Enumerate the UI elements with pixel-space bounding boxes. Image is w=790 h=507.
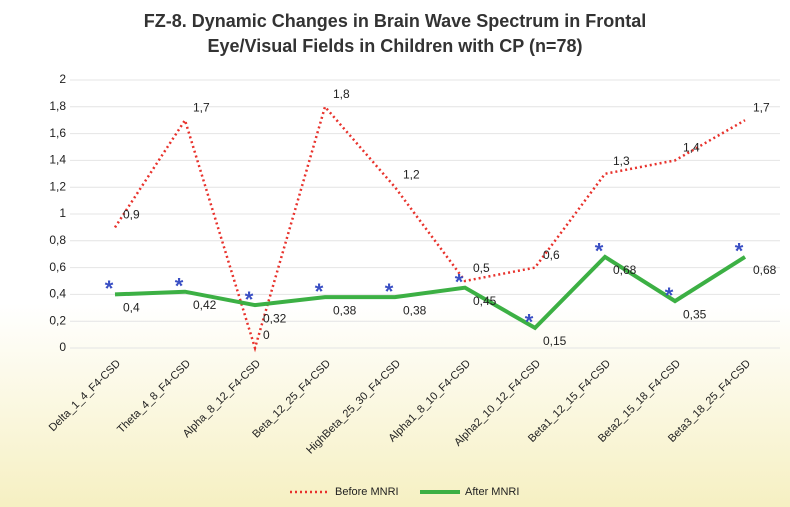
- point-marker: *: [735, 239, 744, 264]
- data-label: 0,4: [123, 301, 140, 315]
- point-marker: *: [665, 283, 674, 308]
- data-label: 0,38: [403, 303, 427, 317]
- point-marker: *: [385, 279, 394, 304]
- data-label: 0,38: [333, 303, 357, 317]
- data-label: 0,6: [543, 248, 560, 262]
- data-label: 0,5: [473, 261, 490, 275]
- data-label: 0,9: [123, 208, 140, 222]
- point-marker: *: [105, 276, 114, 301]
- y-tick-label: 1: [59, 206, 66, 220]
- data-label: 0,68: [613, 263, 637, 277]
- data-label: 0,68: [753, 263, 777, 277]
- data-label: 1,4: [683, 141, 700, 155]
- point-marker: *: [525, 310, 534, 335]
- data-label: 1,8: [333, 87, 350, 101]
- y-tick-label: 0,6: [49, 260, 66, 274]
- y-tick-label: 1,4: [49, 153, 66, 167]
- chart-title: Eye/Visual Fields in Children with CP (n…: [208, 36, 583, 56]
- point-marker: *: [315, 279, 324, 304]
- y-tick-label: 1,6: [49, 126, 66, 140]
- y-tick-label: 1,2: [49, 179, 66, 193]
- data-label: 0: [263, 328, 270, 342]
- point-marker: *: [455, 270, 464, 295]
- y-tick-label: 0: [59, 340, 66, 354]
- data-label: 0,45: [473, 294, 497, 308]
- y-tick-label: 0,2: [49, 313, 66, 327]
- data-label: 1,7: [193, 100, 210, 114]
- data-label: 1,2: [403, 167, 420, 181]
- data-label: 0,42: [193, 298, 217, 312]
- point-marker: *: [175, 274, 184, 299]
- y-tick-label: 2: [59, 72, 66, 86]
- data-label: 1,7: [753, 100, 770, 114]
- point-marker: *: [595, 239, 604, 264]
- legend-label: After MNRI: [465, 486, 519, 498]
- data-label: 0,32: [263, 311, 287, 325]
- data-label: 0,35: [683, 307, 707, 321]
- point-marker: *: [245, 287, 254, 312]
- legend-label: Before MNRI: [335, 486, 399, 498]
- chart-title: FZ-8. Dynamic Changes in Brain Wave Spec…: [144, 11, 646, 31]
- data-label: 0,15: [543, 334, 567, 348]
- y-tick-label: 0,8: [49, 233, 66, 247]
- y-tick-label: 1,8: [49, 99, 66, 113]
- series-line: [114, 254, 747, 331]
- data-label: 1,3: [613, 154, 630, 168]
- series-line: [113, 104, 746, 353]
- y-tick-label: 0,4: [49, 287, 66, 301]
